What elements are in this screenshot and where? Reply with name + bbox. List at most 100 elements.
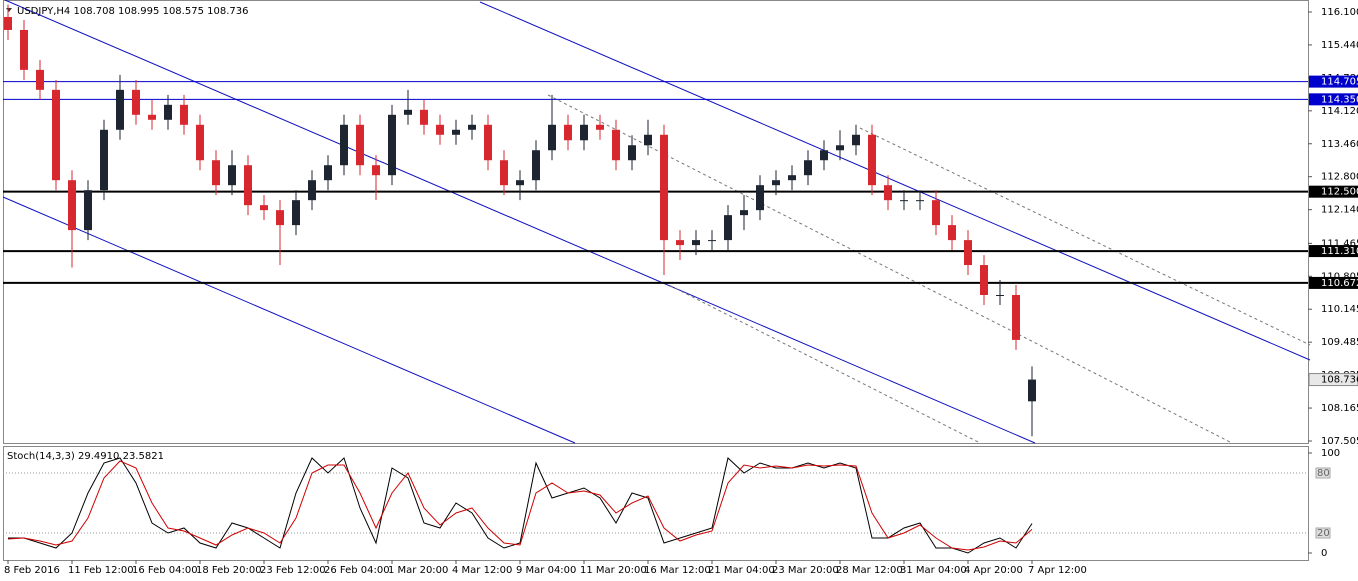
stoch-panel [3, 446, 1309, 561]
x-tick-label: 16 Mar 12:00 [644, 565, 711, 576]
candle-body [516, 180, 524, 186]
x-tick-label: 23 Feb 12:00 [260, 565, 326, 576]
x-tick-label: 11 Mar 20:00 [580, 565, 647, 576]
header-value: 108.995 [118, 6, 159, 17]
candle-body [564, 124, 572, 141]
y-tick-label: 114.120 [1321, 106, 1358, 117]
candle-body [372, 165, 380, 176]
candle-body [804, 160, 812, 176]
y-tick-label: 108.165 [1321, 403, 1358, 414]
candle-body [708, 240, 716, 242]
stoch-line [7, 460, 1033, 551]
chart-header: USDJPY,H4 108.708 108.995 108.575 108.73… [17, 6, 248, 17]
candle-body [500, 160, 508, 186]
candle-body [836, 145, 844, 151]
trend-line [479, 1, 1311, 361]
candle-body [1012, 295, 1020, 340]
candle-body [420, 109, 428, 125]
level-label-box [1309, 185, 1358, 198]
candle-body [180, 104, 188, 125]
candle-body [212, 160, 220, 186]
y-tick-label: 100 [1321, 448, 1340, 459]
y-tick-label: 107.505 [1321, 436, 1358, 447]
candle-body [932, 200, 940, 226]
indicator-value: 23.5821 [123, 451, 164, 462]
candle-body [324, 165, 332, 181]
level-label: 114.350 [1321, 94, 1358, 105]
y-tick-label: 112.140 [1321, 205, 1358, 216]
x-tick-label: 9 Mar 04:00 [516, 565, 576, 576]
y-tick-label: 110.805 [1321, 271, 1358, 282]
candle-body [900, 200, 908, 202]
candle-body [404, 109, 412, 115]
y-tick-label: 111.465 [1321, 238, 1358, 249]
candle-body [356, 124, 364, 166]
candle-body [756, 185, 764, 211]
level-label: 20 [1317, 528, 1330, 539]
candle-body [580, 124, 588, 141]
candle-body [596, 124, 604, 130]
candle-body [468, 124, 476, 130]
trend-line [4, 0, 1036, 444]
level-label-box [1309, 276, 1358, 289]
x-tick-label: 26 Feb 04:00 [324, 565, 390, 576]
header-value: 108.575 [163, 6, 204, 17]
candle-body [4, 16, 12, 30]
header-value: 108.736 [207, 6, 248, 17]
level-label: 110.672 [1321, 278, 1358, 289]
candle-body [660, 134, 668, 241]
main-panel [3, 0, 1309, 444]
level-label: 112.500 [1321, 187, 1358, 198]
candle-body [292, 200, 300, 226]
y-tick-label: 110.145 [1321, 304, 1358, 315]
x-tick-label: 4 Mar 12:00 [452, 565, 512, 576]
y-tick-label: 0 [1321, 548, 1327, 559]
candles [4, 4, 1036, 437]
candle-body [772, 180, 780, 186]
candle-body [868, 134, 876, 186]
candle-body [148, 114, 156, 120]
candle-body [948, 225, 956, 241]
price-label: 108.736 [1321, 375, 1358, 386]
level-label-box [1315, 527, 1331, 539]
candle-body [788, 175, 796, 181]
candle-body [388, 114, 396, 176]
candle-body [852, 134, 860, 146]
x-tick-label: 18 Feb 20:00 [196, 565, 262, 576]
x-tick-label: 8 Feb 2016 [4, 565, 60, 576]
candle-body [100, 129, 108, 191]
candle-body [628, 145, 636, 161]
level-label: 114.705 [1321, 77, 1358, 88]
y-tick-label: 109.485 [1321, 337, 1358, 348]
symbol: USDJPY,H4 [17, 6, 70, 17]
x-tick-label: 1 Mar 20:00 [388, 565, 448, 576]
candle-body [612, 129, 620, 161]
candle-body [52, 89, 60, 181]
candle-body [68, 180, 76, 231]
x-tick-label: 28 Mar 12:00 [836, 565, 903, 576]
candle-body [436, 124, 444, 135]
x-tick-label: 7 Apr 12:00 [1028, 565, 1087, 576]
candle-body [244, 165, 252, 206]
y-tick-label: 112.800 [1321, 172, 1358, 183]
level-label-box [1309, 245, 1358, 258]
candle-body [308, 180, 316, 201]
x-tick-label: 11 Feb 12:00 [68, 565, 134, 576]
dashed-line [664, 282, 981, 444]
candle-body [980, 265, 988, 296]
level-label-box [1309, 75, 1358, 88]
candle-body [260, 205, 268, 211]
candle-body [740, 210, 748, 216]
x-tick-label: 23 Mar 20:00 [772, 565, 839, 576]
indicator-value: 29.4910 [78, 451, 119, 462]
stoch-header: Stoch(14,3,3) 29.4910 23.5821 [7, 451, 164, 462]
candle-body [84, 190, 92, 231]
candle-body [644, 134, 652, 146]
trend-line [2, 196, 576, 444]
candle-body [116, 89, 124, 130]
x-tick-label: 16 Feb 04:00 [132, 565, 198, 576]
candle-body [916, 200, 924, 202]
candle-body [20, 29, 28, 70]
